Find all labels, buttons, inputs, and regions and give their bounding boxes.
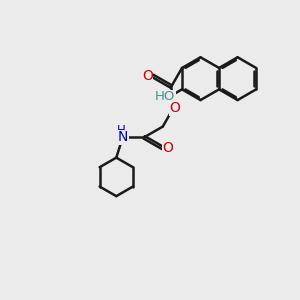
Text: O: O xyxy=(163,141,173,155)
Text: O: O xyxy=(169,101,180,115)
Text: HO: HO xyxy=(154,91,175,103)
Text: O: O xyxy=(142,69,153,83)
Text: N: N xyxy=(118,130,128,144)
Text: H: H xyxy=(117,124,126,137)
